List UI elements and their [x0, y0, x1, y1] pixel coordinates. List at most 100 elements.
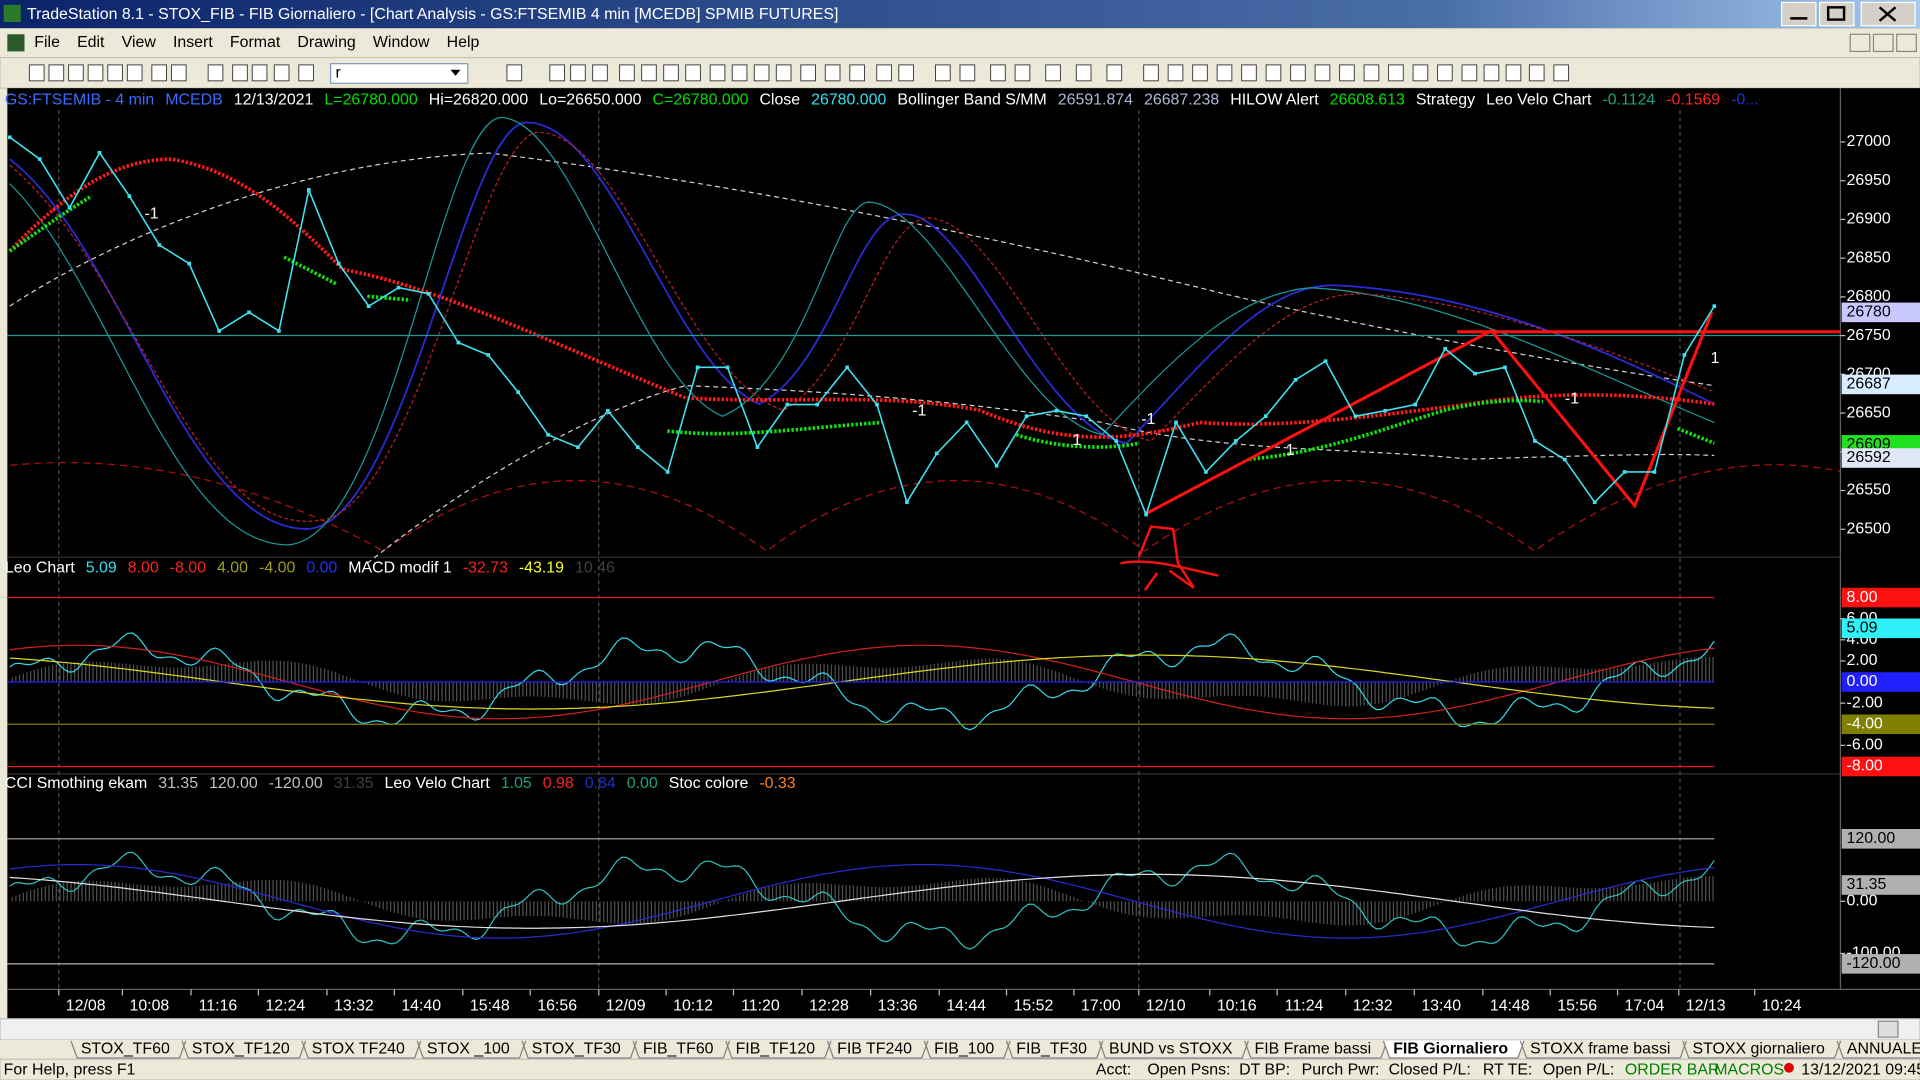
menu-item[interactable]: Help	[447, 34, 480, 51]
tab-label[interactable]: FIB_TF120	[736, 1041, 816, 1058]
tab-label[interactable]: STOX_TF60	[81, 1041, 170, 1058]
tool-icon[interactable]	[151, 64, 168, 82]
tool-icon[interactable]	[1553, 64, 1570, 82]
tool-icon[interactable]	[1412, 64, 1429, 82]
tool-icon[interactable]	[1363, 64, 1380, 82]
tool-icon[interactable]	[207, 64, 224, 82]
tool-icon[interactable]	[1437, 64, 1453, 82]
tool-icon[interactable]	[619, 64, 635, 82]
tool-icon[interactable]	[800, 64, 816, 82]
tab[interactable]: STOX TF240	[301, 1040, 422, 1059]
tab[interactable]: FIB_TF30	[1005, 1041, 1104, 1059]
tab[interactable]: STOXX giornaliero	[1682, 1041, 1842, 1059]
window-buttons[interactable]	[1781, 1, 1916, 27]
tool-icon[interactable]	[1106, 64, 1123, 82]
tab-shape[interactable]	[826, 1040, 929, 1059]
mdi-min[interactable]	[1849, 33, 1871, 53]
tool-icon[interactable]	[1461, 64, 1478, 82]
tab-shape[interactable]	[416, 1040, 527, 1059]
tab-label[interactable]: FIB Giornaliero	[1393, 1041, 1508, 1058]
tool-icon[interactable]	[876, 64, 892, 82]
tool-icon[interactable]	[1528, 64, 1545, 82]
tab-shape[interactable]	[725, 1040, 832, 1059]
tab-shape[interactable]	[632, 1040, 731, 1059]
tool-icon[interactable]	[570, 64, 586, 82]
tab[interactable]: STOX _100	[416, 1040, 527, 1059]
tool-icon[interactable]	[709, 64, 726, 82]
mdi-close[interactable]	[1896, 33, 1917, 53]
tab-label[interactable]: STOX_TF30	[532, 1041, 621, 1058]
tab-shape[interactable]	[301, 1040, 422, 1059]
dropdown-arrow[interactable]	[450, 69, 461, 76]
tool-icon[interactable]	[592, 64, 608, 82]
maximize-button[interactable]	[1818, 1, 1855, 27]
tab-label[interactable]: FIB_TF30	[1016, 1041, 1087, 1058]
tab-label[interactable]: STOX _100	[427, 1041, 510, 1058]
scroll-thumb[interactable]	[1877, 1020, 1899, 1038]
tool-icon[interactable]	[107, 64, 123, 82]
tool-icon[interactable]	[641, 64, 657, 82]
tool-icon[interactable]	[87, 64, 104, 82]
tool-icon[interactable]	[48, 64, 65, 82]
symbol-box[interactable]	[330, 63, 469, 84]
menu-item[interactable]: Edit	[77, 34, 105, 51]
tool-icon[interactable]	[731, 64, 748, 82]
tool-icon[interactable]	[1075, 64, 1092, 82]
tab-label[interactable]: FIB TF240	[837, 1041, 912, 1058]
tab[interactable]: FIB TF240	[826, 1040, 929, 1059]
tool-icon[interactable]	[1339, 64, 1355, 82]
tab-shape[interactable]	[70, 1040, 187, 1059]
tool-icon[interactable]	[990, 64, 1006, 82]
tab-shape[interactable]	[923, 1040, 1011, 1059]
tab-label[interactable]: STOX TF240	[312, 1041, 405, 1058]
menu-item[interactable]: View	[122, 34, 157, 51]
tool-icon[interactable]	[1483, 64, 1500, 82]
tool-icon[interactable]	[685, 64, 701, 82]
tool-icon[interactable]	[232, 64, 248, 82]
tool-icon[interactable]	[251, 64, 268, 82]
menu-item[interactable]: Drawing	[297, 34, 355, 51]
tab[interactable]: BUND vs STOXX	[1098, 1040, 1249, 1059]
tool-icon[interactable]	[849, 64, 865, 82]
menu-item[interactable]: Format	[230, 34, 281, 51]
tab[interactable]: STOX_TF60	[70, 1040, 187, 1059]
tool-icon[interactable]	[1045, 64, 1061, 82]
tool-icon[interactable]	[1143, 64, 1159, 82]
tool-icon[interactable]	[1167, 64, 1184, 82]
tab-label[interactable]: FIB_100	[934, 1041, 994, 1058]
tool-icon[interactable]	[959, 64, 976, 82]
tool-icon[interactable]	[170, 64, 187, 82]
tool-icon[interactable]	[1505, 64, 1522, 82]
tool-icon[interactable]	[273, 64, 290, 82]
tab-shape[interactable]	[1244, 1040, 1388, 1059]
tool-icon[interactable]	[1241, 64, 1257, 82]
tab-shape[interactable]	[521, 1040, 638, 1059]
tool-icon[interactable]	[1314, 64, 1331, 82]
tool-icon[interactable]	[775, 64, 792, 82]
tab[interactable]: FIB_TF120	[725, 1040, 832, 1059]
tool-icon[interactable]	[824, 64, 841, 82]
tab[interactable]: ANNUALE Indici	[1836, 1040, 1920, 1059]
tool-icon[interactable]	[1388, 64, 1404, 82]
menu-item[interactable]: Window	[373, 34, 430, 51]
tool-icon[interactable]	[549, 64, 565, 82]
tab[interactable]: STOXX frame bassi	[1519, 1041, 1687, 1059]
tab-label[interactable]: BUND vs STOXX	[1109, 1041, 1233, 1058]
tab[interactable]: FIB Giornaliero	[1382, 1040, 1525, 1059]
tab-shape[interactable]	[1098, 1040, 1249, 1059]
menu-item[interactable]: Insert	[173, 34, 213, 51]
tool-icon[interactable]	[1290, 64, 1306, 82]
tab-shape[interactable]	[1836, 1040, 1920, 1059]
tool-icon[interactable]	[935, 64, 951, 82]
tab-label[interactable]: FIB_TF60	[643, 1041, 714, 1058]
tool-icon[interactable]	[126, 64, 143, 82]
tab-shape[interactable]	[181, 1040, 307, 1059]
tool-icon[interactable]	[298, 64, 314, 82]
tool-icon[interactable]	[1014, 64, 1031, 82]
tab-shape[interactable]	[1382, 1040, 1525, 1059]
tab-label[interactable]: ANNUALE Indici	[1847, 1041, 1920, 1058]
tool-icon[interactable]	[753, 64, 770, 82]
tab[interactable]: STOX_TF120	[181, 1040, 307, 1059]
tab[interactable]: FIB_TF60	[632, 1040, 731, 1059]
tab[interactable]: STOX_TF30	[521, 1040, 638, 1059]
